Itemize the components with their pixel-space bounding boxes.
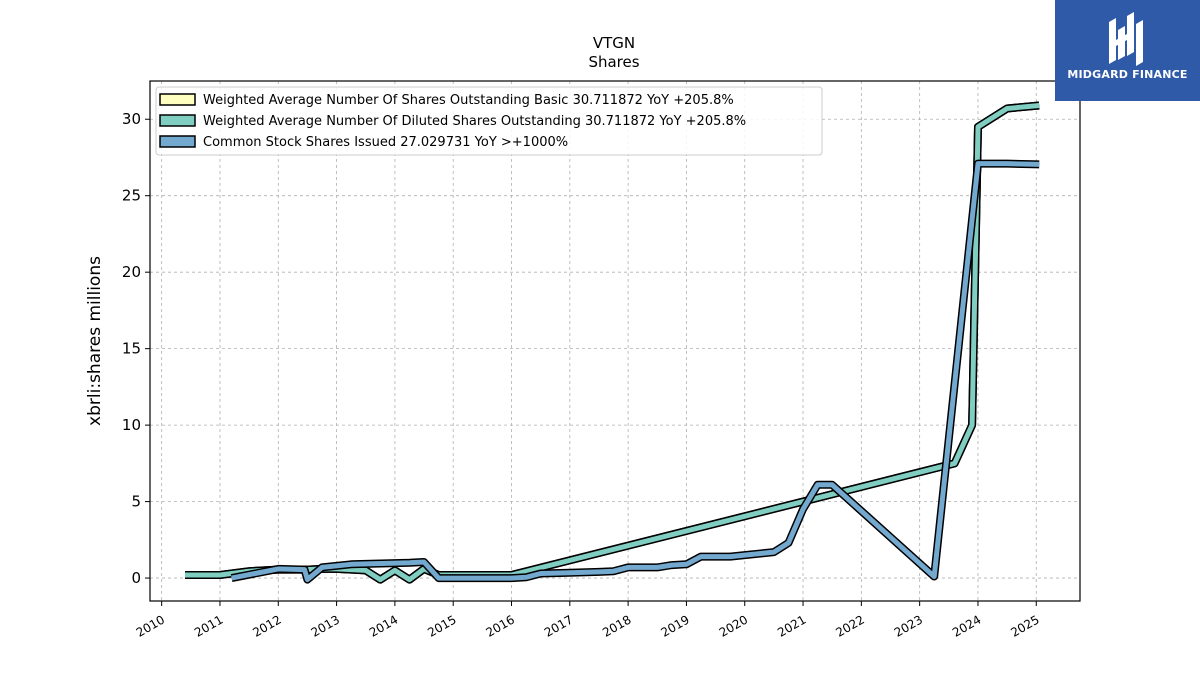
y-tick-label: 0 (131, 569, 141, 587)
x-tick-label: 2021 (775, 612, 808, 639)
x-tick-label: 2011 (192, 612, 225, 639)
series-lines (185, 101, 1040, 584)
midgard-finance-logo: MIDGARD FINANCE (1055, 0, 1200, 101)
legend-label-3: Common Stock Shares Issued 27.029731 YoY… (203, 135, 568, 150)
y-tick-label: 30 (122, 110, 141, 128)
x-tick-label: 2018 (600, 612, 633, 639)
y-tick-label: 15 (122, 340, 141, 358)
series-line-3 (231, 161, 1040, 583)
legend-swatch-3 (159, 135, 196, 148)
y-tick-label: 5 (131, 493, 141, 511)
x-tick-label: 2010 (134, 612, 167, 639)
legend-swatch-2 (159, 114, 196, 127)
x-tick-label: 2016 (484, 612, 517, 639)
chart-title: VTGN (593, 34, 635, 52)
plot-frame (149, 80, 1081, 602)
x-tick-label: 2019 (658, 612, 691, 639)
y-tick-label: 20 (122, 263, 141, 281)
x-tick-label: 2014 (367, 612, 400, 639)
y-tick-label: 25 (122, 187, 141, 205)
x-tick-label: 2023 (892, 612, 925, 639)
logo-text: MIDGARD FINANCE (1067, 68, 1188, 81)
y-axis-label: xbrli:shares millions (85, 256, 105, 426)
x-tick-label: 2012 (250, 612, 283, 639)
series-outline-3 (230, 159, 1040, 584)
x-tick-label: 2013 (309, 612, 342, 639)
x-tick-label: 2020 (717, 612, 750, 639)
series-line-2 (185, 103, 1040, 583)
legend-label-2: Weighted Average Number Of Diluted Share… (203, 114, 746, 129)
x-tick-label: 2017 (542, 612, 575, 639)
x-tick-label: 2015 (425, 612, 458, 639)
midgard-logo-icon (1109, 12, 1143, 66)
legend-swatch-1 (159, 93, 196, 106)
grid (150, 81, 1080, 601)
x-tick-label: 2025 (1008, 612, 1041, 639)
legend: Weighted Average Number Of Shares Outsta… (155, 86, 823, 156)
legend-label-1: Weighted Average Number Of Shares Outsta… (203, 93, 734, 108)
chart-subtitle: Shares (588, 53, 639, 71)
x-tick-label: 2024 (950, 612, 983, 639)
legend-box (155, 86, 823, 156)
series-outline-2 (185, 101, 1040, 584)
series-outline-1 (185, 101, 1040, 584)
series-line-1 (185, 103, 1040, 583)
y-tick-label: 10 (122, 416, 141, 434)
x-tick-label: 2022 (833, 612, 866, 639)
